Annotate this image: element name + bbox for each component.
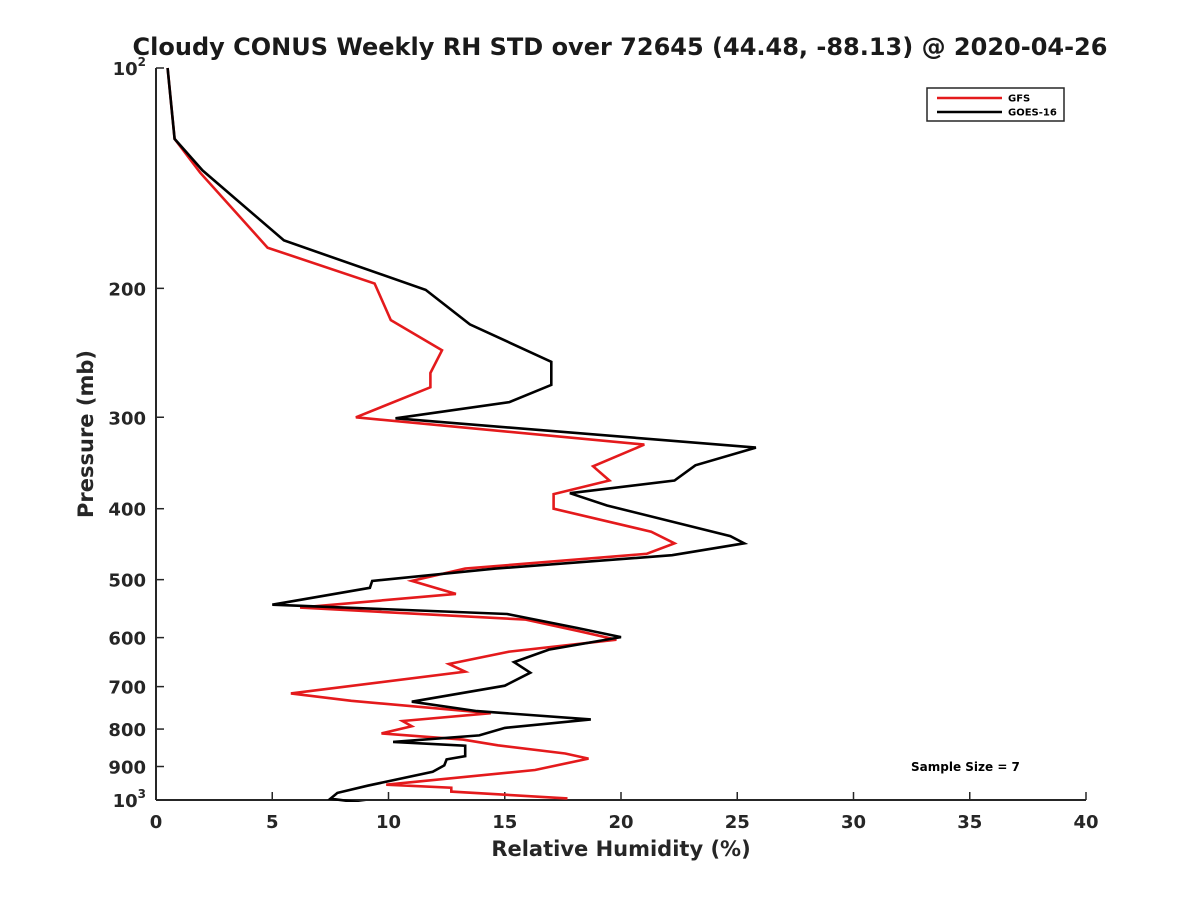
- x-axis-label: Relative Humidity (%): [491, 837, 750, 861]
- series-line-goes-16: [166, 67, 757, 802]
- x-tick-label: 10: [376, 812, 401, 833]
- series-lines: [166, 67, 757, 802]
- x-tick-label: 30: [841, 812, 866, 833]
- y-tick-label: 900: [108, 758, 146, 779]
- x-tick-label: 40: [1073, 812, 1098, 833]
- y-tick-label: 600: [108, 629, 146, 650]
- legend: GFS GOES-16: [926, 87, 1065, 122]
- series-line-gfs: [166, 67, 678, 800]
- plot-area: [155, 68, 1086, 801]
- x-tick-label: 35: [957, 812, 982, 833]
- y-tick-label: 103: [113, 787, 146, 812]
- x-axis-ticks: 0 5 10 15 20 25 30 35 40: [150, 792, 1099, 833]
- y-tick-label: 700: [108, 678, 146, 699]
- y-tick-label: 200: [108, 279, 146, 300]
- x-tick-label: 0: [150, 812, 163, 833]
- y-tick-label: 300: [108, 408, 146, 429]
- legend-box: [926, 87, 1065, 122]
- legend-label: GOES-16: [1008, 108, 1057, 119]
- x-tick-label: 25: [725, 812, 750, 833]
- y-tick-label: 400: [108, 500, 146, 521]
- y-tick-label: 500: [108, 571, 146, 592]
- y-axis-label: Pressure (mb): [74, 350, 98, 518]
- y-tick-label: 800: [108, 720, 146, 741]
- sample-size-annotation: Sample Size = 7: [911, 760, 1020, 774]
- legend-label: GFS: [1008, 94, 1030, 105]
- y-axis-ticks: 102 200 300 400 500 600 700 800 900 103: [108, 55, 164, 812]
- x-tick-label: 5: [266, 812, 279, 833]
- x-tick-label: 15: [492, 812, 517, 833]
- chart-title: Cloudy CONUS Weekly RH STD over 72645 (4…: [133, 33, 1108, 61]
- x-tick-label: 20: [608, 812, 633, 833]
- y-tick-label: 102: [113, 55, 146, 80]
